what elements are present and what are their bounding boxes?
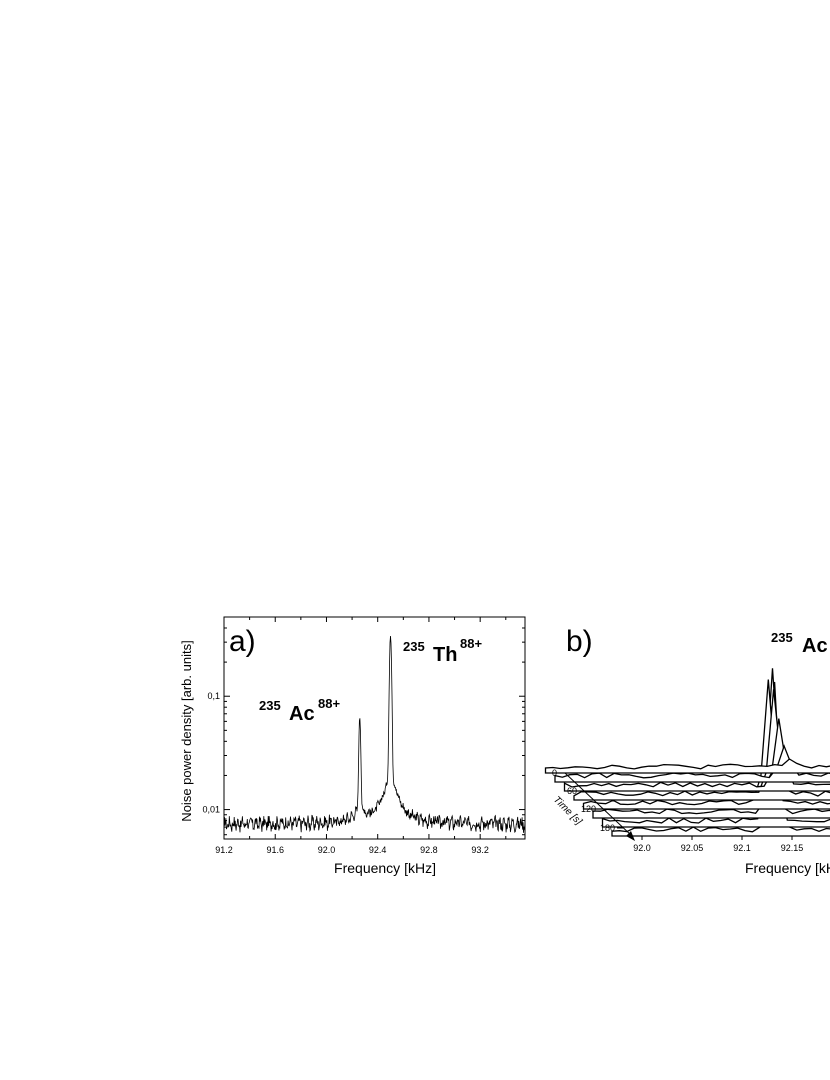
plot-a-y-ticks: 0,1 0,01 (202, 628, 525, 835)
plot-b-time-tick-label: 120 (581, 804, 596, 814)
annotation-a-th-mass: 235 (403, 639, 425, 654)
plot-b-time-tick-label: 0 (552, 768, 557, 778)
panel-b-label: b) (566, 625, 593, 658)
plot-a-x-tick-label: 92.0 (318, 845, 336, 855)
annotation-b-ac-element: Ac (802, 635, 828, 657)
plot-b-time-tick-label: 180 (600, 823, 615, 833)
plot-b-x-tick-label: 92.1 (733, 843, 751, 853)
panel-a-label: a) (229, 625, 256, 658)
plot-a-y-tick-label: 0,01 (202, 805, 220, 815)
plot-a-x-tick-label: 92.4 (369, 845, 387, 855)
plot-b-time-tick-label: 60 (567, 786, 577, 796)
plot-a-x-tick-label: 91.2 (215, 845, 233, 855)
plot-b-x-tick-label: 92.0 (633, 843, 651, 853)
plot-a-xlabel: Frequency [kHz] (334, 860, 436, 876)
plot-b-x-ticks: 92.0 92.05 92.1 92.15 (633, 836, 803, 853)
plot-a-x-tick-label: 91.6 (266, 845, 284, 855)
plot-b-x-tick-label: 92.15 (781, 843, 804, 853)
annotation-b-ac-mass: 235 (771, 630, 793, 645)
plot-b-xlabel: Frequency [kHz] (745, 860, 830, 876)
annotation-a-ac-element: Ac (289, 703, 315, 725)
annotation-a-th-charge: 88+ (460, 636, 482, 651)
plot-b-x-tick-label: 92.05 (681, 843, 704, 853)
plot-a-series-line (224, 636, 525, 833)
annotation-a-ac-mass: 235 (259, 698, 281, 713)
annotation-a-ac-charge: 88+ (318, 696, 340, 711)
panel-a: a) Noise power density [arb. units] Freq… (179, 617, 525, 876)
plot-a-x-tick-label: 92.8 (420, 845, 438, 855)
plot-a-x-tick-label: 93.2 (471, 845, 489, 855)
annotation-a-th-element: Th (433, 644, 457, 666)
plot-a-ylabel: Noise power density [arb. units] (179, 640, 194, 821)
plot-a-y-tick-label: 0,1 (207, 691, 220, 701)
plot-b-trace (546, 759, 830, 773)
